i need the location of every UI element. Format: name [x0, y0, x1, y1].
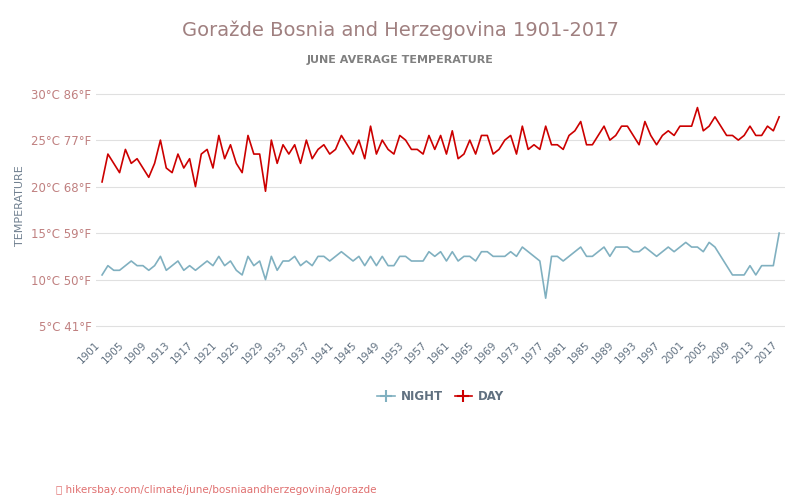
Text: Goražde Bosnia and Herzegovina 1901-2017: Goražde Bosnia and Herzegovina 1901-2017 [182, 20, 618, 40]
Text: 📍 hikersbay.com/climate/june/bosniaandherzegovina/gorazde: 📍 hikersbay.com/climate/june/bosniaandhe… [56, 485, 377, 495]
Y-axis label: TEMPERATURE: TEMPERATURE [15, 165, 25, 246]
Text: JUNE AVERAGE TEMPERATURE: JUNE AVERAGE TEMPERATURE [306, 55, 494, 65]
Legend: NIGHT, DAY: NIGHT, DAY [372, 385, 509, 407]
